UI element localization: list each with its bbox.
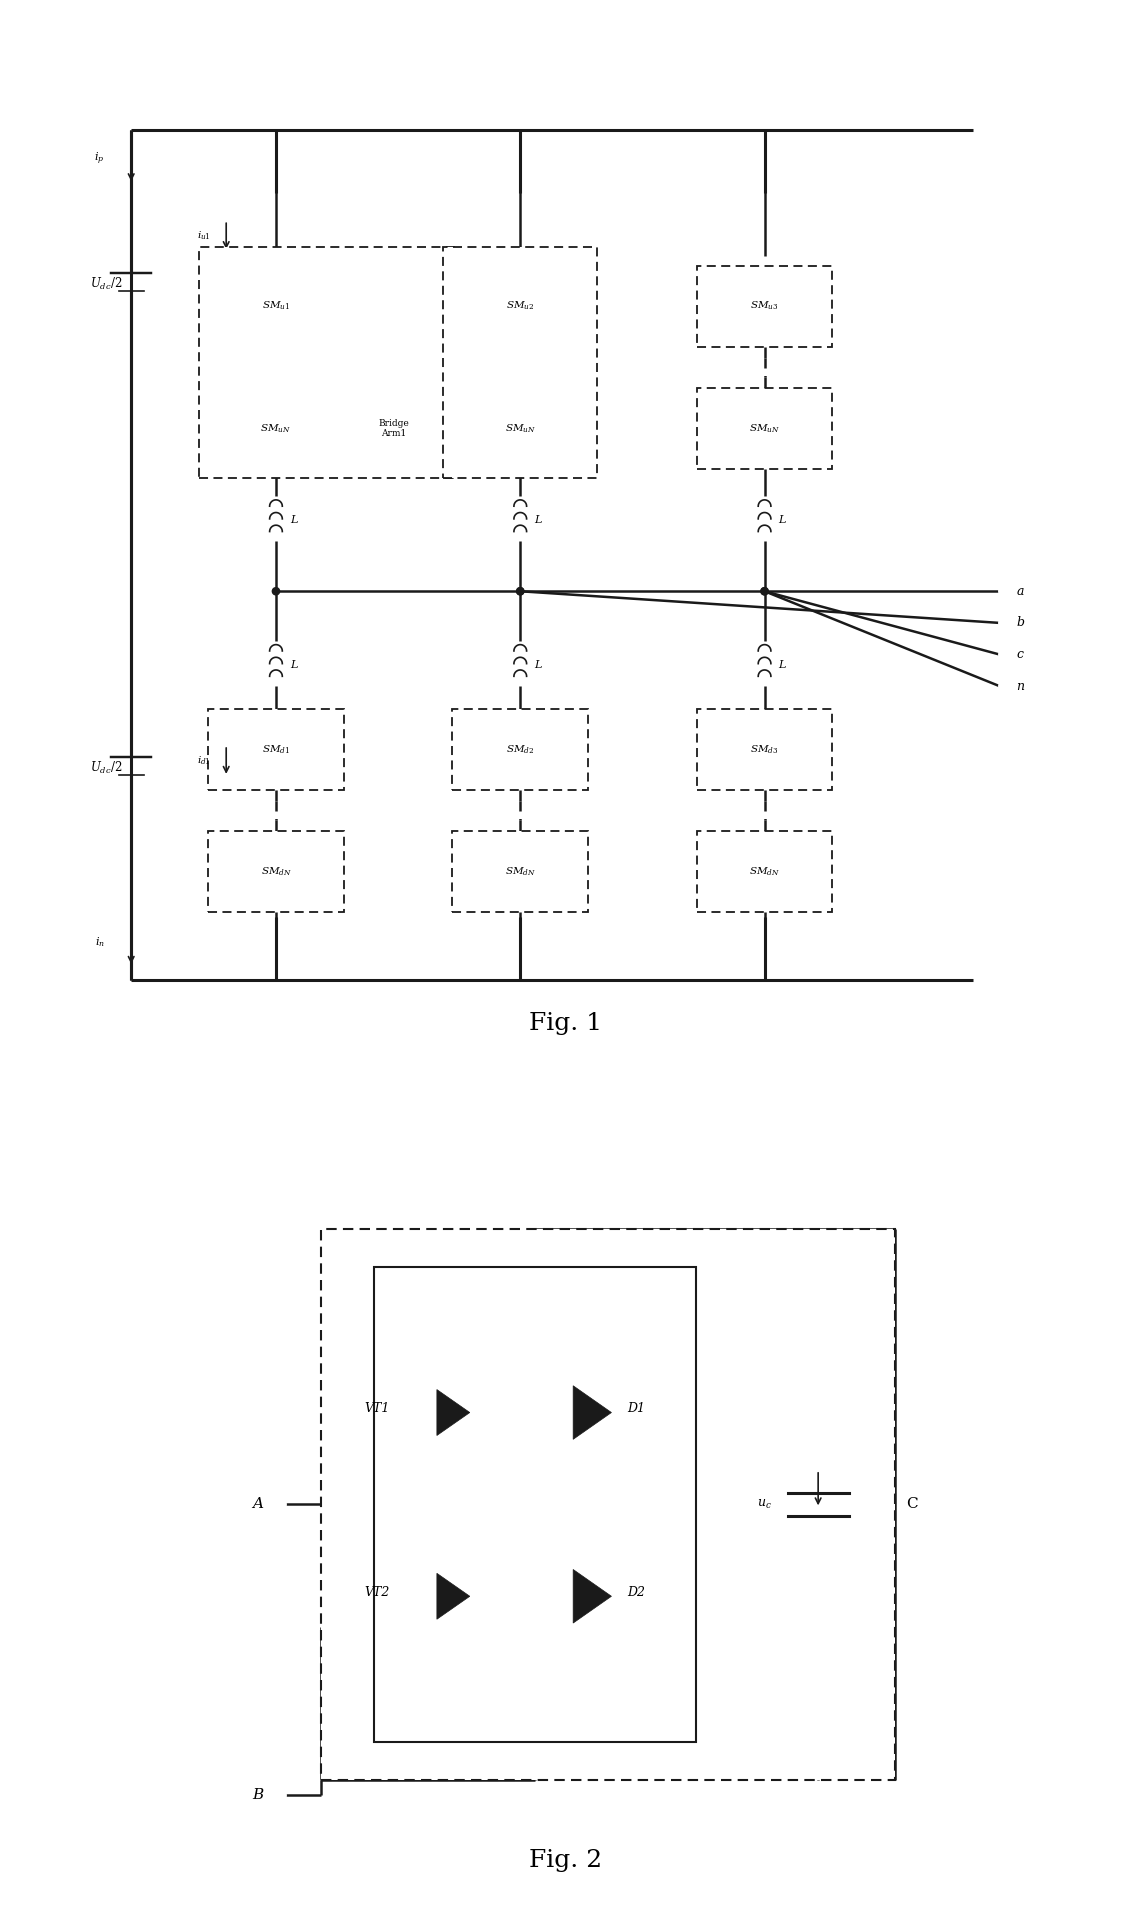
Bar [208,389,344,469]
Circle shape [999,586,1010,597]
Text: $L$: $L$ [290,658,299,670]
Circle shape [270,1788,286,1803]
Polygon shape [573,1569,612,1623]
Text: Fig. 2: Fig. 2 [529,1849,602,1872]
Text: $L$: $L$ [290,513,299,524]
Text: $i_{u1}$: $i_{u1}$ [197,230,210,243]
Text: $U_{dc}/2$: $U_{dc}/2$ [89,760,122,775]
Text: $SM_{uN}$: $SM_{uN}$ [749,423,780,434]
Text: $L$: $L$ [778,513,787,524]
Circle shape [270,1497,286,1512]
Circle shape [761,588,768,595]
Bar [697,266,832,346]
Text: $SM_{d3}$: $SM_{d3}$ [750,743,779,756]
Text: Bridge
Arm1: Bridge Arm1 [378,419,409,438]
Text: $SM_{uN}$: $SM_{uN}$ [504,423,536,434]
Circle shape [999,618,1010,628]
Text: VT2: VT2 [364,1587,389,1598]
Polygon shape [437,1573,469,1619]
Text: b: b [1016,616,1024,630]
Text: c: c [1016,649,1024,660]
Text: $U_{dc}/2$: $U_{dc}/2$ [89,276,122,291]
Bar [697,831,832,913]
Text: $SM_{d1}$: $SM_{d1}$ [262,743,290,756]
Text: $L$: $L$ [534,658,543,670]
Text: $SM_{u1}$: $SM_{u1}$ [262,300,290,312]
Text: $SM_{d2}$: $SM_{d2}$ [506,743,535,756]
Text: $u_c$: $u_c$ [758,1499,772,1510]
Bar [208,708,344,790]
Text: $SM_{dN}$: $SM_{dN}$ [749,865,780,879]
Bar [320,1229,895,1780]
Text: $SM_{u3}$: $SM_{u3}$ [750,300,779,312]
Circle shape [999,649,1010,660]
Text: $SM_{u2}$: $SM_{u2}$ [506,300,535,312]
Text: Fig. 1: Fig. 1 [529,1013,602,1035]
Bar [208,831,344,913]
Bar [452,389,588,469]
Text: B: B [252,1788,264,1803]
Circle shape [761,588,768,595]
Bar [697,389,832,469]
Bar [697,708,832,790]
Bar [208,266,344,346]
Circle shape [517,588,524,595]
Circle shape [273,588,279,595]
Circle shape [517,588,524,595]
Text: $i_n$: $i_n$ [95,934,104,949]
Circle shape [999,681,1010,691]
Text: n: n [1016,679,1024,693]
Bar [374,1267,696,1742]
Text: D2: D2 [627,1587,645,1598]
Text: A: A [252,1497,264,1512]
Text: C: C [906,1497,918,1512]
Bar [452,708,588,790]
Text: $L$: $L$ [778,658,787,670]
Text: $SM_{uN}$: $SM_{uN}$ [260,423,292,434]
Text: $L$: $L$ [534,513,543,524]
Bar [452,266,588,346]
Bar [452,831,588,913]
Text: $SM_{dN}$: $SM_{dN}$ [260,865,292,879]
Polygon shape [437,1390,469,1436]
Text: D1: D1 [627,1403,645,1414]
Text: $i_p$: $i_p$ [94,151,105,167]
Polygon shape [573,1386,612,1439]
Text: a: a [1016,586,1024,597]
Text: $SM_{dN}$: $SM_{dN}$ [504,865,536,879]
Bar [199,247,457,478]
Text: VT1: VT1 [364,1403,389,1414]
Bar [443,247,597,478]
Text: $i_{d1}$: $i_{d1}$ [197,754,210,768]
Bar [348,389,439,469]
